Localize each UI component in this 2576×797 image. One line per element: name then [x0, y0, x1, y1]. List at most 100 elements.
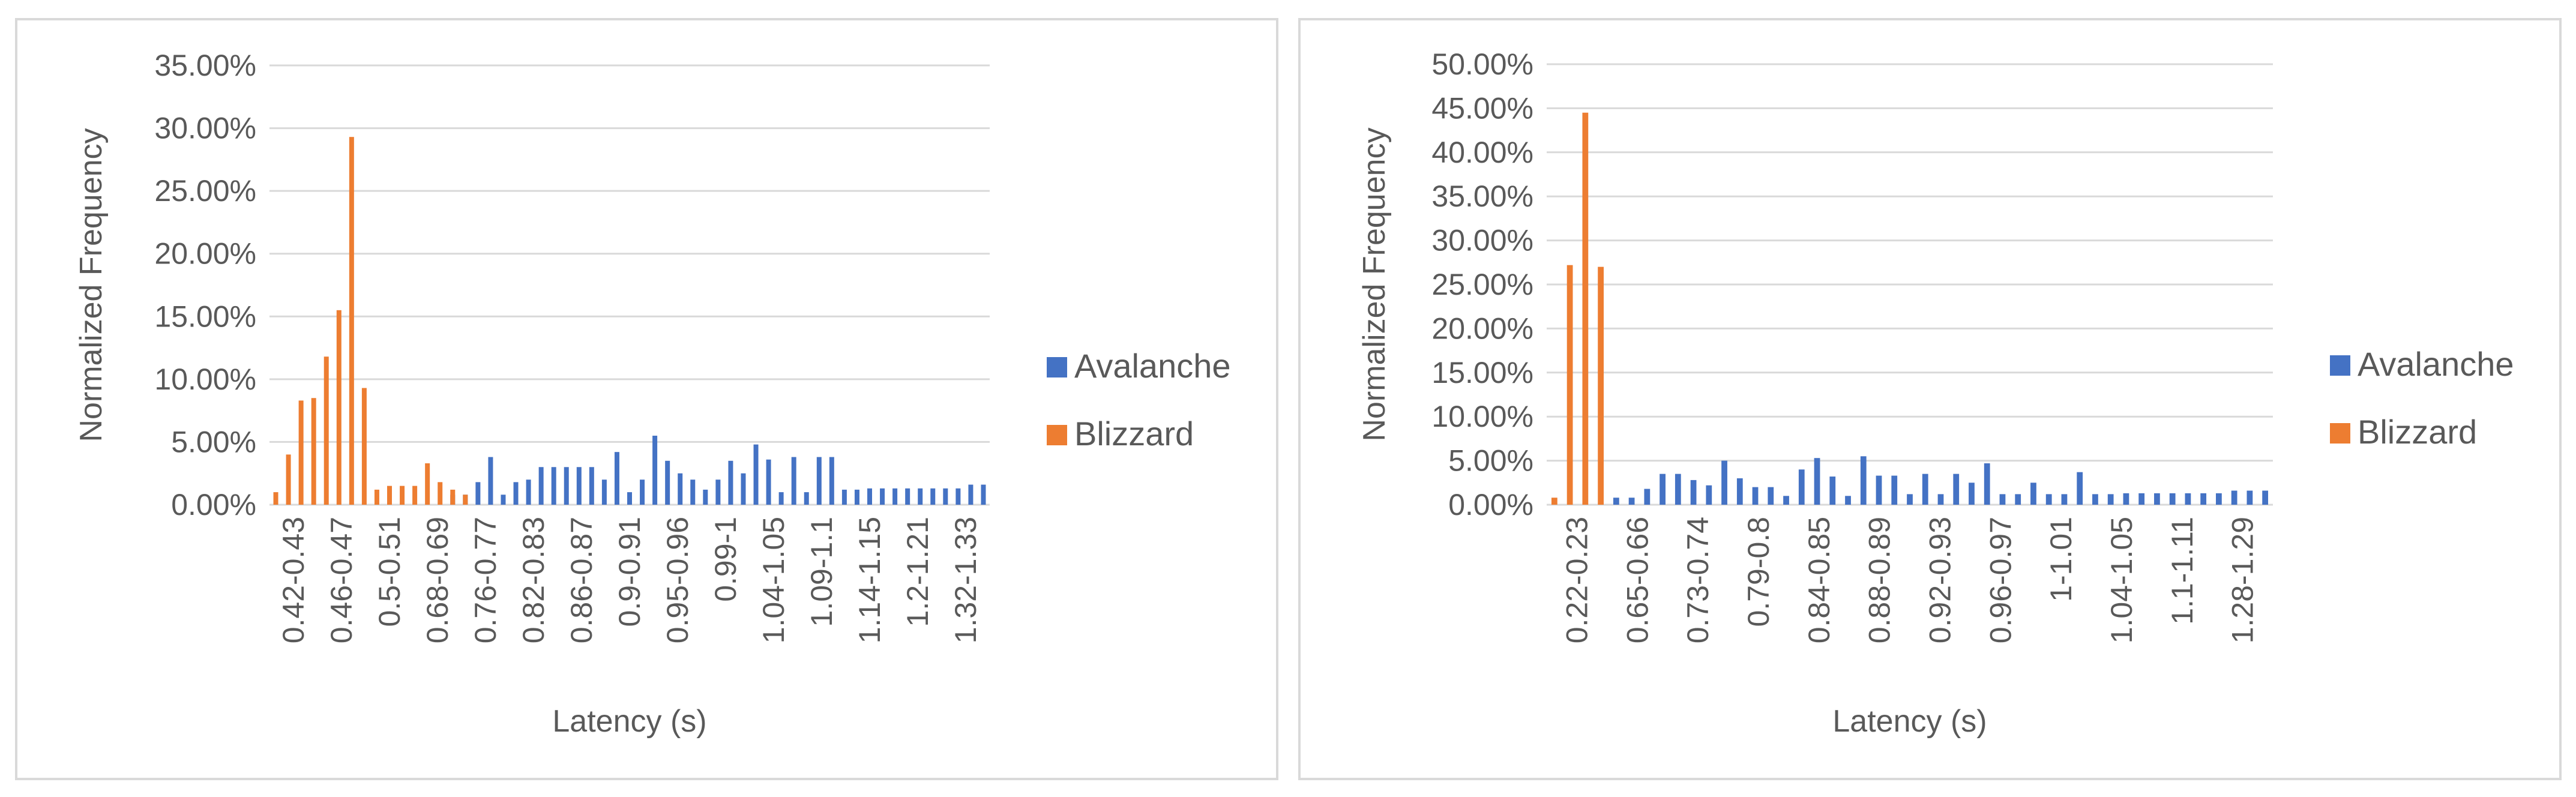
bar-avalanche [475, 482, 481, 505]
y-tick-label: 15.00% [1431, 356, 1533, 389]
bar-blizzard [324, 356, 329, 505]
bar-avalanche [488, 457, 493, 505]
y-tick-label: 30.00% [1431, 224, 1533, 257]
bar-avalanche [741, 473, 746, 505]
bar-avalanche [715, 480, 721, 505]
bar-avalanche [1798, 469, 1805, 505]
bar-avalanche [2107, 494, 2114, 505]
bar-blizzard [1551, 498, 1557, 505]
y-tick-label: 35.00% [154, 49, 256, 82]
bar-avalanche [2169, 493, 2176, 505]
bar-blizzard [412, 486, 418, 505]
legend-swatch-blizzard [1047, 425, 1067, 445]
y-tick-label: 30.00% [154, 112, 256, 145]
bar-avalanche [1984, 463, 1990, 505]
bar-blizzard [463, 495, 468, 505]
y-tick-label: 10.00% [154, 362, 256, 396]
x-axis-title: Latency (s) [1832, 704, 1987, 739]
bar-avalanche [728, 460, 733, 505]
bar-blizzard [387, 486, 392, 505]
chart-panel-left: 0.00% 5.00% 10.00% 15.00% 20.00% 25.00% 30.00%… [15, 18, 1278, 780]
x-tick-label: 1.28-1.29 [2226, 517, 2260, 643]
bar-avalanche [1845, 496, 1851, 505]
x-tick-label: 0.9-0.91 [613, 517, 646, 627]
bar-blizzard [361, 388, 367, 505]
y-tick-label: 10.00% [1431, 400, 1533, 433]
x-tick-label: 0.88-0.89 [1863, 517, 1897, 643]
bar-avalanche [2045, 494, 2052, 505]
bar-avalanche [690, 480, 696, 505]
bar-blizzard [1566, 265, 1573, 505]
x-tick-label: 0.92-0.93 [1923, 517, 1957, 643]
bar-avalanche [1690, 480, 1697, 505]
x-tick-label: 0.86-0.87 [565, 517, 598, 643]
y-tick-label: 15.00% [154, 299, 256, 333]
bar-avalanche [538, 467, 544, 505]
bar-avalanche [614, 452, 619, 505]
bar-avalanche [665, 460, 670, 505]
bar-avalanche [513, 482, 519, 505]
bar-avalanche [930, 488, 936, 505]
bar-avalanche [1860, 456, 1867, 505]
legend-swatch-avalanche [1047, 357, 1067, 377]
bar-avalanche [1721, 460, 1727, 505]
bar-avalanche [778, 492, 784, 505]
bar-blizzard [286, 454, 291, 505]
bar-avalanche [526, 480, 531, 505]
bar-avalanche [589, 467, 594, 505]
bar-blizzard [349, 137, 354, 505]
bar-blizzard [374, 489, 379, 505]
bar-avalanche [640, 480, 645, 505]
bar-avalanche [1891, 475, 1898, 505]
legend-label-blizzard: Blizzard [2358, 413, 2477, 451]
bar-avalanche [968, 484, 974, 505]
x-tick-label: 0.84-0.85 [1802, 517, 1836, 643]
x-tick-label: 0.95-0.96 [661, 517, 694, 643]
bar-avalanche [1937, 494, 1944, 505]
bar-avalanche [703, 489, 708, 505]
x-tick-label: 0.96-0.97 [1984, 517, 2017, 643]
bar-avalanche [2246, 490, 2253, 505]
bar-avalanche [1706, 485, 1712, 505]
y-axis-title: Normalized Frequency [74, 128, 109, 442]
bar-avalanche [2015, 494, 2021, 505]
bar-avalanche [892, 488, 898, 505]
y-tick-label: 45.00% [1431, 91, 1533, 125]
legend-label-avalanche: Avalanche [1074, 347, 1231, 385]
y-axis-title: Normalized Frequency [1357, 127, 1392, 441]
bar-avalanche [2092, 494, 2098, 505]
y-tick-label: 20.00% [1431, 311, 1533, 345]
x-tick-label: 0.68-0.69 [421, 517, 454, 643]
bar-avalanche [1907, 494, 1913, 505]
bar-avalanche [2123, 493, 2129, 505]
bar-avalanche [652, 435, 658, 505]
y-tick-label: 0.00% [1448, 488, 1533, 522]
bar-avalanche [943, 488, 948, 505]
bar-avalanche [880, 488, 885, 505]
bar-avalanche [551, 467, 556, 505]
bar-avalanche [867, 488, 872, 505]
x-tick-label: 0.79-0.8 [1742, 517, 1775, 627]
bar-avalanche [816, 457, 822, 505]
x-tick-label: 0.22-0.23 [1560, 517, 1593, 643]
bar-avalanche [2138, 493, 2145, 505]
bar-avalanche [1628, 498, 1635, 505]
x-tick-label: 1.04-1.05 [2105, 517, 2138, 643]
bar-avalanche [766, 459, 771, 505]
x-tick-label: 0.65-0.66 [1621, 517, 1654, 643]
bar-avalanche [1922, 474, 1928, 505]
bar-avalanche [1644, 489, 1651, 505]
x-tick-label: 0.99-1 [709, 517, 742, 602]
y-tick-label: 50.00% [1431, 47, 1533, 81]
x-tick-label: 0.76-0.77 [469, 517, 502, 643]
legend-swatch-avalanche [2330, 355, 2350, 376]
bar-avalanche [576, 467, 582, 505]
bar-avalanche [753, 444, 759, 505]
y-tick-label: 40.00% [1431, 136, 1533, 169]
bar-avalanche [2061, 494, 2068, 505]
x-tick-label: 1.14-1.15 [853, 517, 886, 643]
bar-blizzard [311, 398, 316, 505]
bar-avalanche [1736, 478, 1743, 505]
bar-blizzard [438, 482, 443, 505]
bar-blizzard [400, 486, 405, 505]
